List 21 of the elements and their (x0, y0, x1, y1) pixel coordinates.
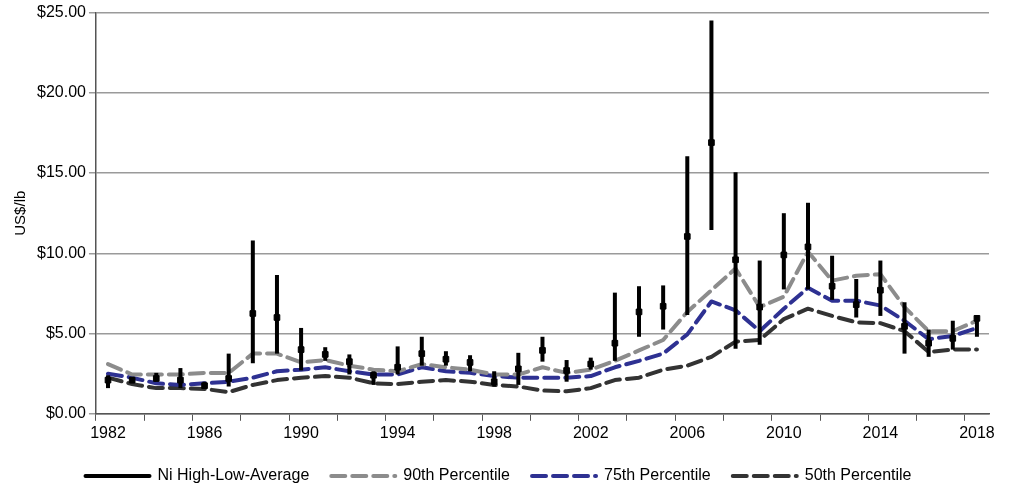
legend-label: 90th Percentile (403, 466, 511, 484)
x-tick-label: 1990 (283, 423, 319, 441)
y-tick-label: $20.00 (37, 83, 87, 101)
x-tick-label: 2014 (862, 423, 899, 441)
y-tick-label: $0.00 (45, 404, 87, 422)
x-tick-label: 1998 (476, 423, 513, 441)
legend-label: 50th Percentile (804, 466, 912, 484)
y-tick-label: $15.00 (37, 163, 87, 181)
x-tick-label: 1994 (379, 423, 416, 441)
x-tick-label: 2002 (572, 423, 609, 441)
x-tick-label: 2010 (766, 423, 802, 441)
y-tick-label: $25.00 (37, 3, 87, 21)
legend-label: Ni High-Low-Average (157, 466, 310, 484)
x-tick-label: 2006 (669, 423, 706, 441)
y-axis-title: US$/lb (11, 190, 29, 236)
y-tick-label: $5.00 (45, 323, 87, 341)
x-tick-label: 1982 (90, 423, 126, 441)
y-tick-label: $10.00 (37, 243, 87, 261)
x-tick-label: 1986 (186, 423, 223, 441)
legend-label: 75th Percentile (604, 466, 711, 484)
x-tick-label: 2018 (959, 423, 995, 441)
